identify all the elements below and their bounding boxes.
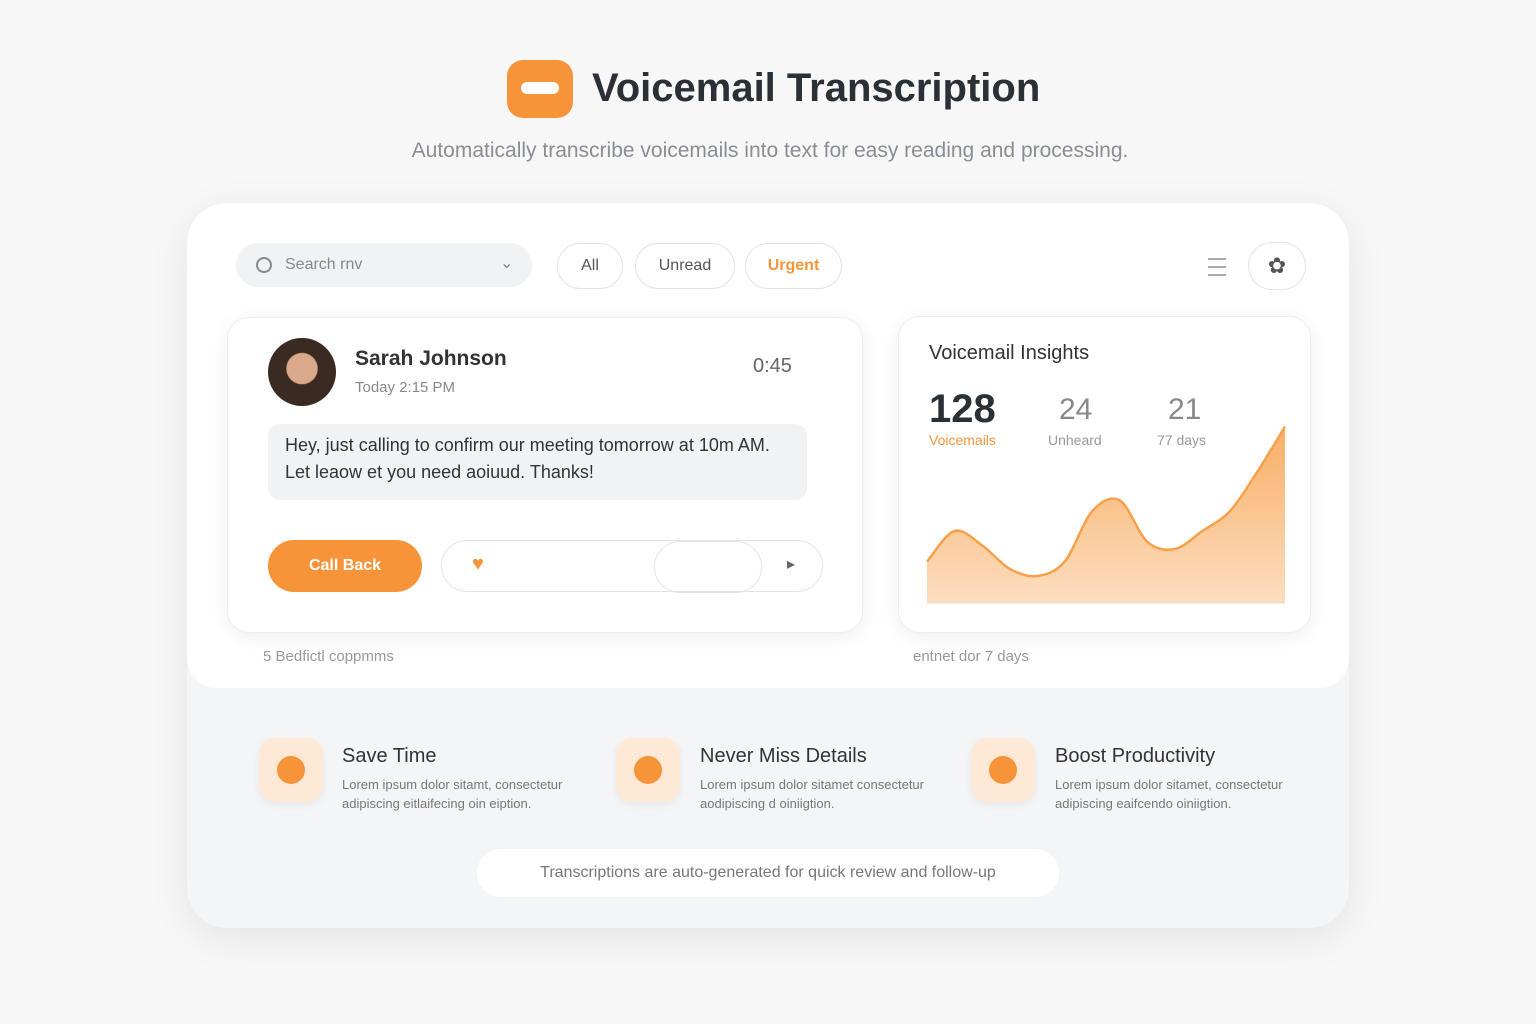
feature-text: Lorem ipsum dolor sitamet consectetur ao… bbox=[700, 777, 924, 811]
area bbox=[927, 426, 1285, 603]
insights-note: entnet dor 7 days bbox=[913, 648, 1029, 665]
feature-text: Lorem ipsum dolor sitamet, consectetur a… bbox=[1055, 777, 1283, 811]
feature-title: Boost Productivity bbox=[1055, 745, 1216, 767]
transcript: Hey, just calling to confirm our meeting… bbox=[268, 424, 807, 500]
stat-value: 21 bbox=[1168, 393, 1202, 426]
stat-value: 24 bbox=[1059, 393, 1093, 426]
message-card: Sarah Johnson Today 2:15 PM 0:45 Hey, ju… bbox=[227, 317, 863, 633]
feature-text: Lorem ipsum dolor sitamt, consectetur ad… bbox=[342, 777, 563, 811]
stat-label: Unheard bbox=[1048, 432, 1102, 448]
subtitle: Automatically transcribe voicemails into… bbox=[411, 139, 1129, 162]
feature-icon bbox=[971, 738, 1035, 802]
filter[interactable]: Unread bbox=[635, 243, 735, 289]
message-note: 5 Bedfictl coppmms bbox=[263, 648, 394, 665]
stat-value: 128 bbox=[929, 387, 996, 431]
actions[interactable]: ♥ ▸ bbox=[441, 540, 823, 593]
search-text: Search rnv bbox=[285, 256, 363, 273]
search[interactable]: Search rnv ⌄ bbox=[236, 243, 532, 287]
insights-card: Voicemail Insights 128 Voicemails 24 Unh… bbox=[898, 316, 1311, 633]
filter[interactable]: Urgent bbox=[745, 243, 842, 289]
chart bbox=[926, 425, 1287, 604]
title: Voicemail Transcription bbox=[592, 66, 1041, 110]
call-back-button[interactable]: Call Back bbox=[268, 540, 422, 592]
avatar bbox=[268, 338, 336, 406]
stat-label: Voicemails bbox=[929, 432, 996, 448]
duration: 0:45 bbox=[753, 355, 792, 377]
feature-title: Save Time bbox=[342, 745, 437, 767]
feature-icon bbox=[616, 738, 680, 802]
feature-icon bbox=[259, 738, 323, 802]
menu[interactable] bbox=[1208, 258, 1226, 276]
insights-title: Voicemail Insights bbox=[929, 342, 1090, 364]
logo bbox=[507, 60, 573, 118]
settings[interactable]: ✿ bbox=[1248, 242, 1306, 290]
area-line bbox=[926, 425, 1287, 578]
time: Today 2:15 PM bbox=[355, 379, 456, 396]
name: Sarah Johnson bbox=[355, 347, 507, 370]
feature-title: Never Miss Details bbox=[700, 745, 867, 767]
footer-note: Transcriptions are auto-generated for qu… bbox=[477, 849, 1059, 897]
stat-label: 77 days bbox=[1157, 432, 1207, 448]
filter[interactable]: All bbox=[557, 243, 623, 289]
